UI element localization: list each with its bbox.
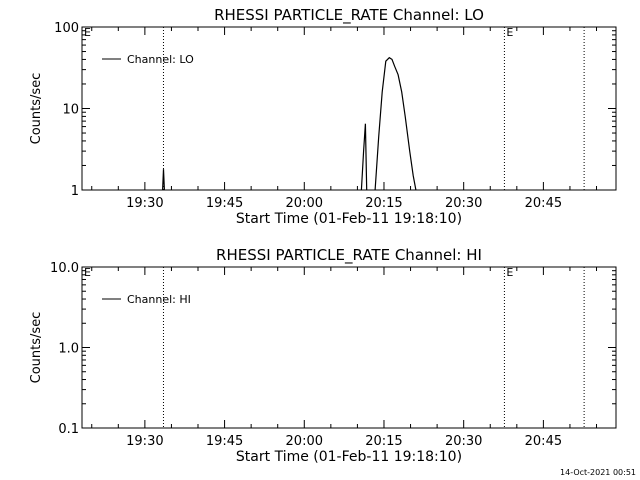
left-marker-label: E bbox=[84, 266, 91, 279]
x-tick-label: 19:30 bbox=[126, 196, 163, 211]
time-marker-label: E bbox=[506, 26, 513, 39]
legend-label: Channel: LO bbox=[127, 53, 194, 66]
x-tick-label: 20:00 bbox=[286, 434, 323, 449]
x-tick-label: 19:45 bbox=[206, 434, 243, 449]
x-tick-label: 20:15 bbox=[365, 434, 402, 449]
x-tick-label: 20:30 bbox=[445, 196, 482, 211]
plot-frame bbox=[81, 266, 617, 429]
footer-timestamp: 14-Oct-2021 00:51 bbox=[560, 468, 636, 477]
chart-title: RHESSI PARTICLE_RATE Channel: LO bbox=[214, 6, 484, 25]
y-axis-label: Counts/sec bbox=[29, 73, 44, 145]
x-tick-label: 20:45 bbox=[525, 434, 562, 449]
x-tick-label: 20:15 bbox=[365, 196, 402, 211]
y-tick-label: 100 bbox=[54, 21, 79, 36]
y-tick-label: 10 bbox=[62, 103, 79, 118]
x-axis-label: Start Time (01-Feb-11 19:18:10) bbox=[236, 449, 462, 465]
x-tick-label: 20:30 bbox=[445, 434, 482, 449]
x-axis-label: Start Time (01-Feb-11 19:18:10) bbox=[236, 211, 462, 227]
time-marker-label: E bbox=[506, 266, 513, 279]
series-line bbox=[360, 123, 368, 191]
x-tick-label: 20:00 bbox=[286, 196, 323, 211]
x-tick-label: 19:30 bbox=[126, 434, 163, 449]
y-tick-label: 1.0 bbox=[58, 342, 79, 357]
y-tick-label: 10.0 bbox=[50, 261, 79, 276]
chart-title: RHESSI PARTICLE_RATE Channel: HI bbox=[216, 246, 482, 265]
x-tick-label: 20:45 bbox=[525, 196, 562, 211]
y-tick-label: 0.1 bbox=[58, 422, 79, 437]
plot-frame bbox=[81, 26, 617, 191]
legend-label: Channel: HI bbox=[127, 293, 191, 306]
y-tick-label: 1 bbox=[71, 184, 79, 199]
x-tick-label: 19:45 bbox=[206, 196, 243, 211]
series-line bbox=[162, 169, 165, 191]
series-line bbox=[374, 56, 417, 191]
y-axis-label: Counts/sec bbox=[29, 312, 44, 384]
left-marker-label: E bbox=[84, 26, 91, 39]
